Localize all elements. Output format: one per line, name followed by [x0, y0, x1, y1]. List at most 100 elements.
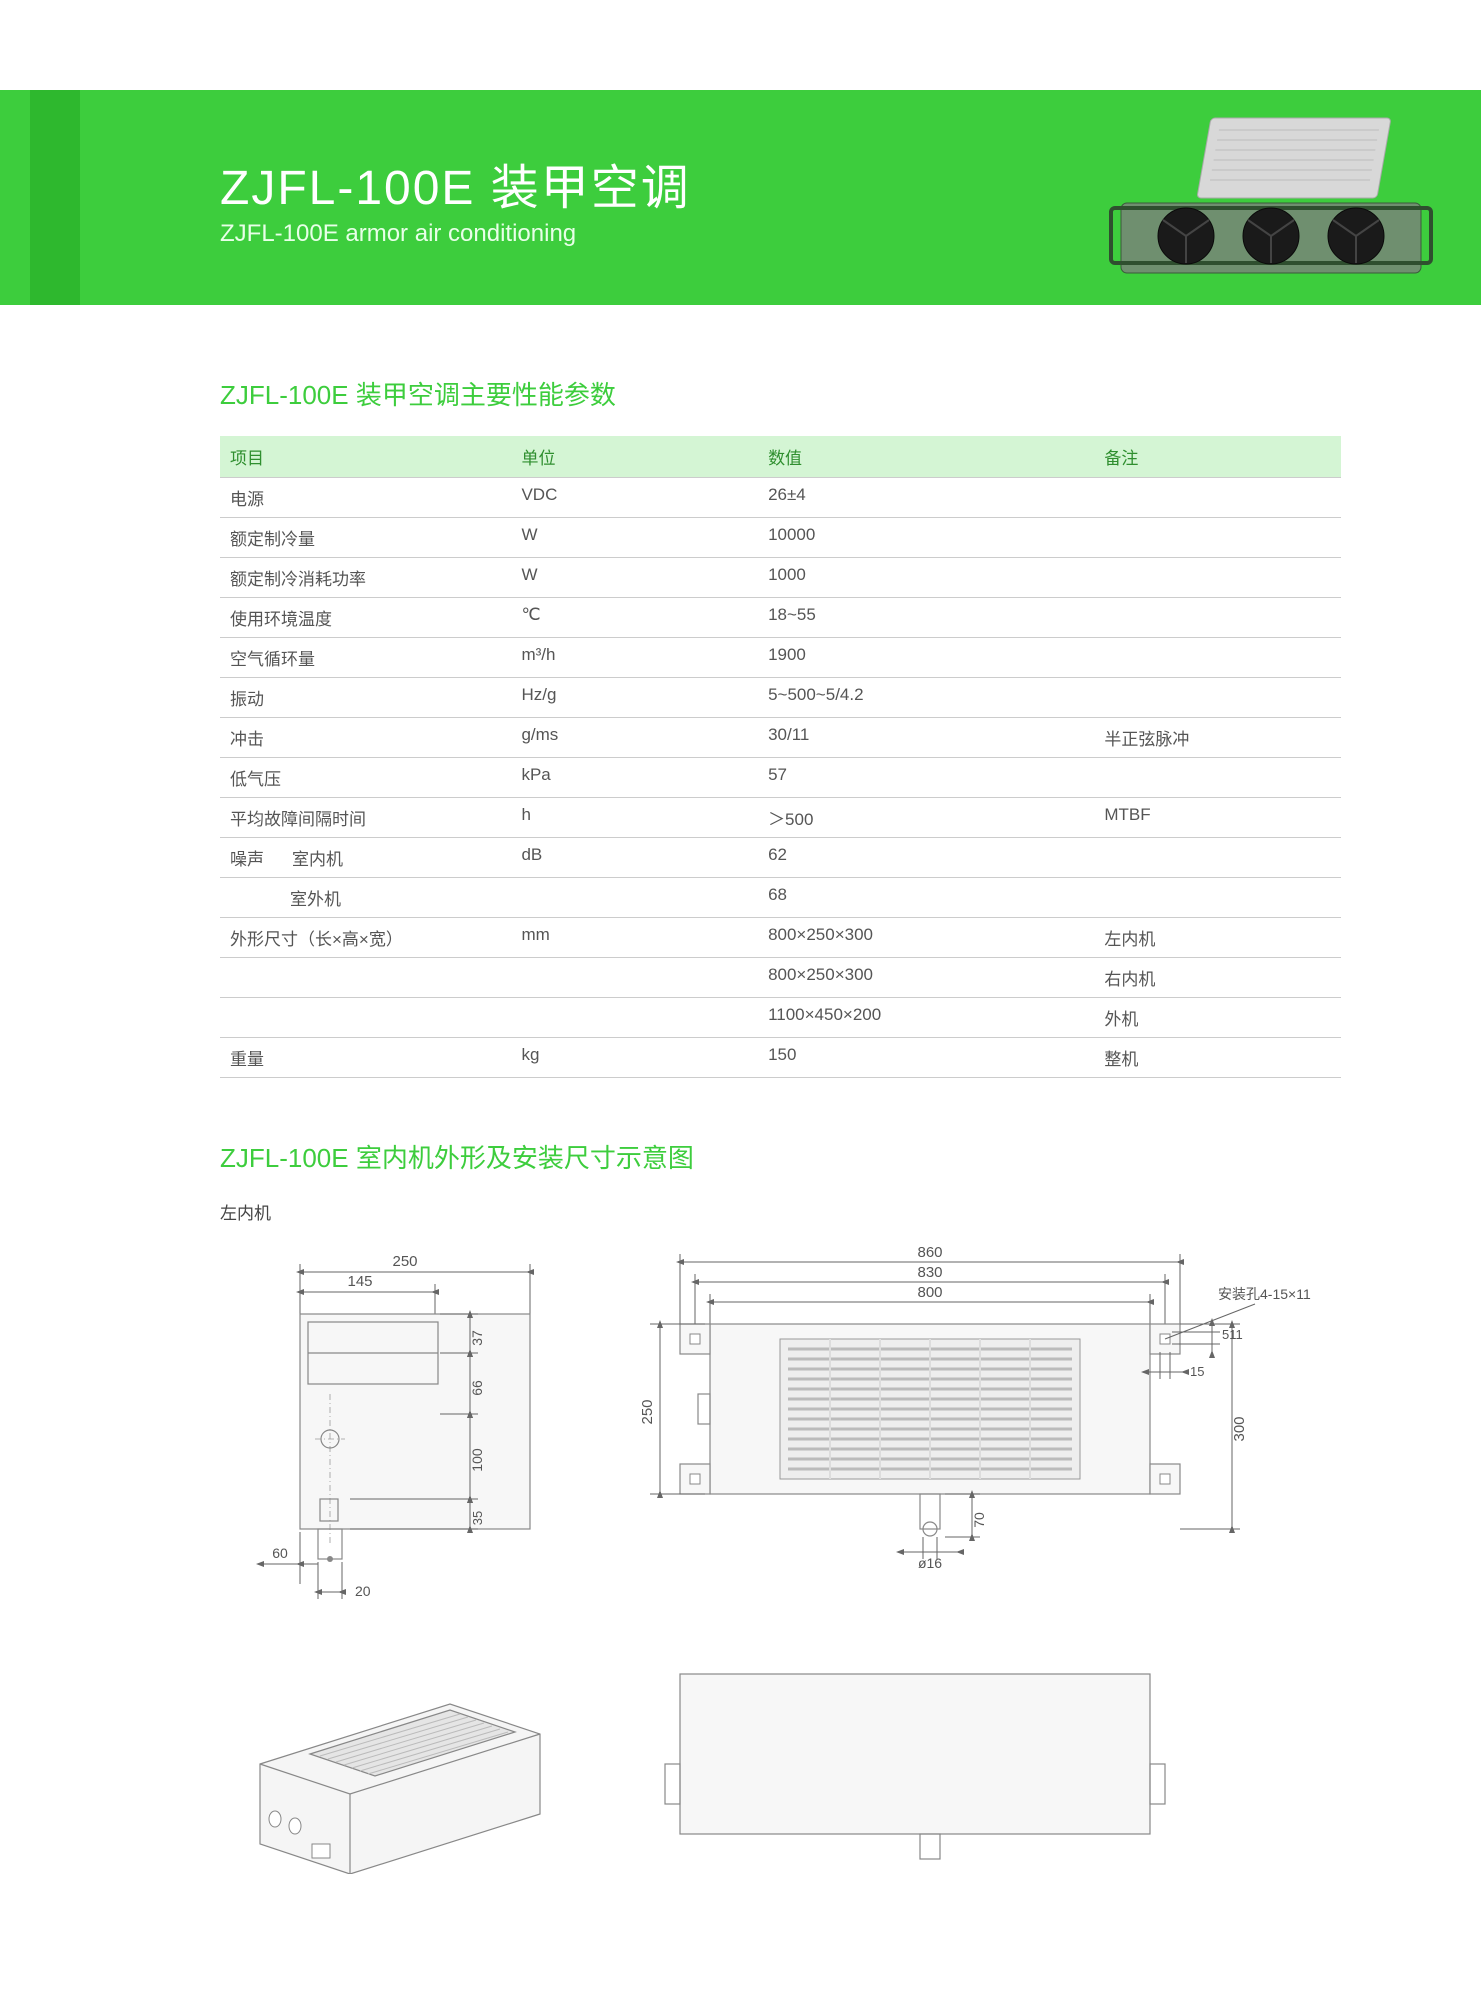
cell-note: 左内机 — [1094, 918, 1341, 958]
cell-value: 26±4 — [758, 478, 1094, 518]
th-unit: 单位 — [511, 436, 758, 478]
cell-note — [1094, 478, 1341, 518]
cell-item: 使用环境温度 — [220, 598, 511, 638]
th-item: 项目 — [220, 436, 511, 478]
diagram-section: ZJFL-100E 室内机外形及安装尺寸示意图 左内机 250 — [220, 1138, 1341, 1874]
cell-item: 室外机 — [220, 878, 511, 918]
cell-item: 电源 — [220, 478, 511, 518]
cell-unit: W — [511, 558, 758, 598]
front-plain-drawing — [620, 1644, 1340, 1874]
dim-511: 511 — [1222, 1327, 1243, 1342]
cell-note — [1094, 838, 1341, 878]
header-text: ZJFL-100E 装甲空调 ZJFL-100E armor air condi… — [220, 148, 691, 248]
cell-item: 额定制冷消耗功率 — [220, 558, 511, 598]
header-title-en: ZJFL-100E armor air conditioning — [220, 220, 691, 248]
hole-note: 安装孔4-15×11 — [1218, 1286, 1311, 1302]
cell-item: 噪声室内机 — [220, 838, 511, 878]
dim-15: 15 — [1190, 1364, 1204, 1379]
diagram-title: ZJFL-100E 室内机外形及安装尺寸示意图 — [220, 1138, 1341, 1175]
table-row: 额定制冷消耗功率W1000 — [220, 558, 1341, 598]
table-row: 噪声室内机dB62 — [220, 838, 1341, 878]
cell-note: MTBF — [1094, 798, 1341, 838]
header-title-cn: ZJFL-100E 装甲空调 — [220, 148, 691, 218]
dim-300: 300 — [1231, 1416, 1248, 1441]
th-note: 备注 — [1094, 436, 1341, 478]
dim-800: 800 — [917, 1284, 942, 1301]
cell-unit: m³/h — [511, 638, 758, 678]
cell-note — [1094, 678, 1341, 718]
cell-value: ＞500 — [758, 798, 1094, 838]
cell-value: 800×250×300 — [758, 918, 1094, 958]
table-row: 室外机 68 — [220, 878, 1341, 918]
table-row: 冲击g/ms30/11半正弦脉冲 — [220, 718, 1341, 758]
cell-unit: Hz/g — [511, 678, 758, 718]
dim-37: 37 — [469, 1330, 485, 1346]
spec-table: 项目 单位 数值 备注 电源VDC26±4额定制冷量W10000额定制冷消耗功率… — [220, 436, 1341, 1078]
cell-note — [1094, 598, 1341, 638]
cell-item: 低气压 — [220, 758, 511, 798]
cell-note — [1094, 518, 1341, 558]
cell-value: 1100×450×200 — [758, 998, 1094, 1038]
header-product-image — [1081, 108, 1451, 293]
cell-unit: mm — [511, 918, 758, 958]
dim-phi16: ø16 — [918, 1555, 942, 1571]
cell-unit: h — [511, 798, 758, 838]
cell-unit: dB — [511, 838, 758, 878]
dim-v250: 250 — [639, 1399, 656, 1424]
header-stripe — [30, 90, 80, 305]
dim-100: 100 — [469, 1448, 485, 1472]
dim-35: 35 — [470, 1511, 485, 1525]
table-row: 电源VDC26±4 — [220, 478, 1341, 518]
table-row: 额定制冷量W10000 — [220, 518, 1341, 558]
table-header-row: 项目 单位 数值 备注 — [220, 436, 1341, 478]
cell-value: 30/11 — [758, 718, 1094, 758]
cell-unit: kPa — [511, 758, 758, 798]
cell-note — [1094, 558, 1341, 598]
dim-20: 20 — [355, 1583, 371, 1599]
diagram-sublabel: 左内机 — [220, 1199, 1341, 1224]
dim-830: 830 — [917, 1264, 942, 1281]
dim-250: 250 — [392, 1253, 417, 1270]
cell-note: 半正弦脉冲 — [1094, 718, 1341, 758]
dim-145: 145 — [347, 1273, 372, 1290]
dim-70: 70 — [971, 1512, 987, 1528]
cell-item: 空气循环量 — [220, 638, 511, 678]
content: ZJFL-100E 装甲空调主要性能参数 项目 单位 数值 备注 电源VDC26… — [0, 305, 1481, 1914]
table-row: 低气压kPa57 — [220, 758, 1341, 798]
cell-item: 重量 — [220, 1038, 511, 1078]
cell-value: 1000 — [758, 558, 1094, 598]
th-value: 数值 — [758, 436, 1094, 478]
cell-value: 1900 — [758, 638, 1094, 678]
cell-unit — [511, 958, 758, 998]
cell-note — [1094, 878, 1341, 918]
table-row: 800×250×300右内机 — [220, 958, 1341, 998]
iso-view-drawing — [220, 1644, 580, 1874]
header-band: ZJFL-100E 装甲空调 ZJFL-100E armor air condi… — [0, 90, 1481, 305]
cell-note — [1094, 758, 1341, 798]
cell-item: 冲击 — [220, 718, 511, 758]
table-row: 外形尺寸（长×高×宽）mm800×250×300左内机 — [220, 918, 1341, 958]
cell-value: 800×250×300 — [758, 958, 1094, 998]
page: ZJFL-100E 装甲空调 ZJFL-100E armor air condi… — [0, 90, 1481, 1914]
table-row: 空气循环量m³/h1900 — [220, 638, 1341, 678]
spec-title: ZJFL-100E 装甲空调主要性能参数 — [220, 375, 1341, 412]
cell-item: 外形尺寸（长×高×宽） — [220, 918, 511, 958]
table-row: 平均故障间隔时间h＞500MTBF — [220, 798, 1341, 838]
table-row: 重量kg150整机 — [220, 1038, 1341, 1078]
cell-unit: VDC — [511, 478, 758, 518]
cell-value: 57 — [758, 758, 1094, 798]
cell-unit: g/ms — [511, 718, 758, 758]
side-view-drawing: 250 145 — [220, 1244, 580, 1604]
cell-unit: W — [511, 518, 758, 558]
cell-value: 18~55 — [758, 598, 1094, 638]
cell-unit: kg — [511, 1038, 758, 1078]
cell-note — [1094, 638, 1341, 678]
cell-value: 62 — [758, 838, 1094, 878]
cell-note: 右内机 — [1094, 958, 1341, 998]
cell-unit: ℃ — [511, 598, 758, 638]
dim-860: 860 — [917, 1244, 942, 1261]
cell-value: 68 — [758, 878, 1094, 918]
cell-note: 外机 — [1094, 998, 1341, 1038]
cell-value: 5~500~5/4.2 — [758, 678, 1094, 718]
cell-value: 150 — [758, 1038, 1094, 1078]
